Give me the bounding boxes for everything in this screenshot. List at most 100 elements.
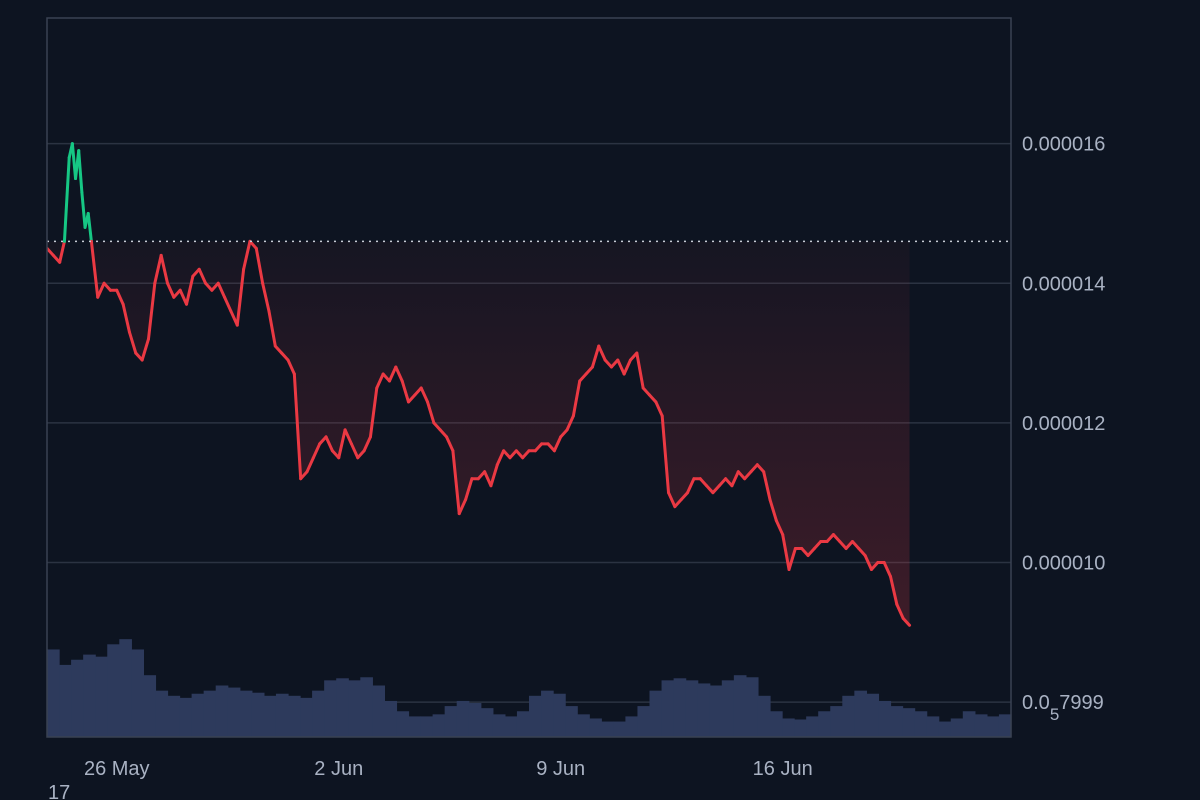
- volume-bar: [782, 718, 795, 737]
- price-segment: [324, 435, 334, 453]
- price-segment: [698, 477, 709, 488]
- price-segment: [127, 330, 138, 355]
- price-segment: [387, 365, 398, 383]
- price-segment: [261, 281, 271, 313]
- volume-bar: [420, 716, 434, 737]
- price-segment: [489, 463, 499, 488]
- y-tick-label: 0.000016: [1022, 134, 1105, 156]
- volume-bar: [444, 706, 458, 737]
- price-segment: [292, 372, 303, 481]
- price-segment: [305, 456, 315, 474]
- y-tick-label: 0.000012: [1022, 413, 1105, 435]
- price-segment: [635, 351, 645, 390]
- price-segment: [660, 414, 671, 495]
- price-segment: [889, 574, 899, 606]
- price-segment: [185, 274, 195, 306]
- price-segment: [533, 442, 544, 453]
- volume-bar: [866, 693, 880, 737]
- price-segment: [825, 533, 835, 544]
- price-segment: [882, 560, 892, 578]
- volume-bar: [191, 693, 205, 737]
- volume-bar: [47, 649, 60, 737]
- price-segment: [584, 365, 594, 376]
- volume-bar: [914, 711, 928, 737]
- price-segment: [502, 449, 512, 460]
- price-segment: [96, 281, 106, 299]
- volume-bar: [384, 700, 398, 737]
- volume-bar: [986, 716, 1000, 737]
- volume-bar: [541, 690, 554, 737]
- volume-bar: [854, 690, 867, 737]
- price-segment: [838, 540, 848, 551]
- price-segment: [166, 281, 176, 299]
- price-segment: [755, 463, 766, 474]
- price-segment: [781, 533, 791, 571]
- volume-bar: [492, 714, 506, 737]
- price-segment: [768, 498, 778, 523]
- volume-bar: [733, 675, 747, 737]
- price-segment: [86, 211, 93, 243]
- volume-bar: [974, 714, 988, 737]
- price-segment: [495, 449, 506, 467]
- volume-bar: [119, 639, 132, 737]
- price-segment: [521, 449, 531, 460]
- price-line: [47, 142, 912, 627]
- volume-bar: [372, 685, 385, 737]
- price-segment: [299, 470, 309, 481]
- price-segment: [717, 477, 728, 488]
- price-segment: [559, 428, 569, 439]
- price-segment: [686, 477, 696, 495]
- y-tick-label: 0.000010: [1022, 552, 1105, 574]
- volume-bar: [288, 695, 301, 737]
- price-segment: [648, 393, 658, 404]
- price-segment: [242, 239, 252, 271]
- volume-bar: [167, 695, 181, 737]
- volume-bar: [516, 711, 530, 737]
- volume-bar: [878, 700, 892, 737]
- price-segment: [806, 547, 816, 558]
- volume-bar: [275, 693, 289, 737]
- price-segment: [254, 246, 265, 285]
- volume-bar: [143, 675, 157, 737]
- price-area: [47, 241, 910, 626]
- volume-bar: [251, 692, 265, 737]
- volume-bar: [263, 695, 277, 737]
- volume-bar: [203, 690, 217, 737]
- plot-frame: [46, 17, 1012, 738]
- volume-bar: [709, 685, 723, 737]
- price-segment: [654, 400, 664, 418]
- volume-bar: [107, 644, 120, 737]
- price-segment: [62, 156, 71, 243]
- y-axis-ticks: 0.000016 0.000014 0.000012 0.000010 0.057999: [1022, 134, 1105, 724]
- volume-bar: [396, 711, 410, 737]
- price-segment: [667, 491, 677, 509]
- volume-bar: [926, 716, 940, 737]
- volume-bar: [818, 711, 831, 737]
- corner-label: 17: [48, 782, 70, 800]
- y-tick-label: 0.000014: [1022, 273, 1105, 295]
- x-axis-ticks: 26 May 2 Jun 9 Jun 16 Jun: [84, 758, 813, 780]
- price-segment: [204, 281, 214, 292]
- price-segment: [280, 351, 290, 362]
- x-tick-label: 16 Jun: [753, 758, 813, 780]
- price-segment: [673, 498, 683, 509]
- price-segment: [426, 400, 436, 425]
- volume-bar: [504, 716, 518, 737]
- volume-bar: [890, 706, 904, 737]
- volume-bar: [794, 719, 807, 737]
- volume-bar: [59, 664, 72, 737]
- price-segment: [787, 547, 797, 571]
- volume-bar: [649, 690, 663, 737]
- volume-bar: [589, 718, 602, 737]
- price-segment: [597, 344, 607, 362]
- price-segment: [356, 449, 366, 460]
- volume-bar: [480, 708, 494, 737]
- price-segment: [140, 337, 150, 362]
- volume-bar: [565, 706, 578, 737]
- price-segment: [121, 302, 131, 334]
- volume-bar: [324, 680, 337, 737]
- price-segment: [857, 547, 867, 558]
- price-segment: [571, 379, 582, 418]
- x-tick-label: 9 Jun: [536, 758, 585, 780]
